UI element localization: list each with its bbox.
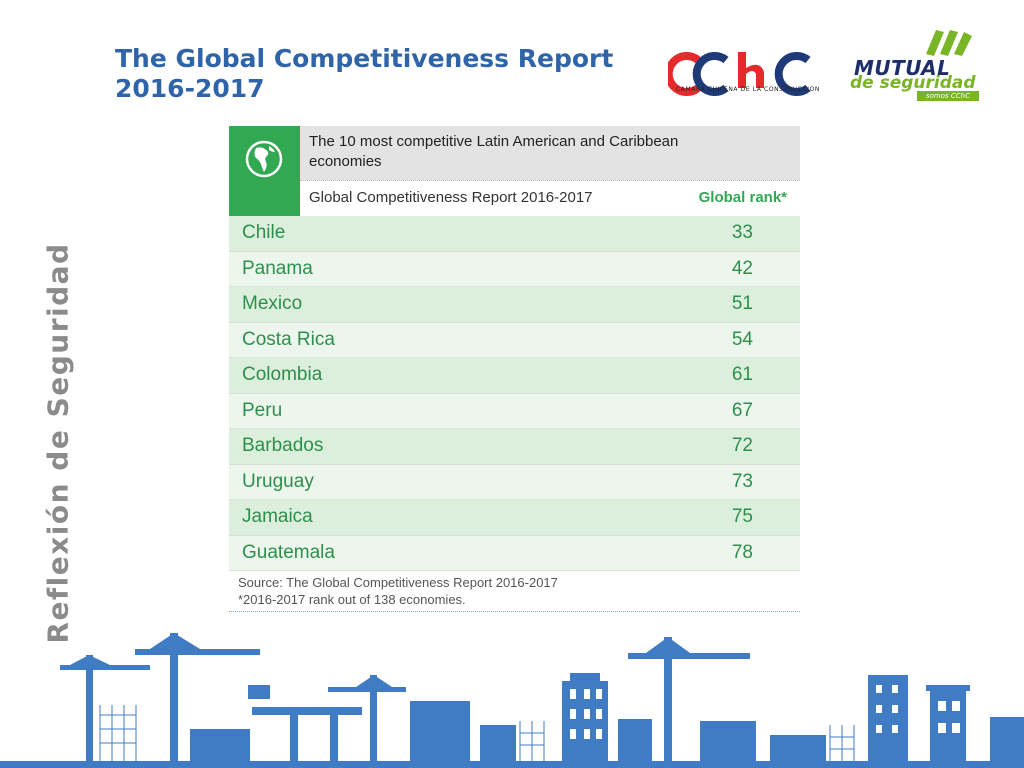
country-name: Mexico xyxy=(242,293,303,314)
global-rank: 33 xyxy=(731,222,753,243)
country-name: Panama xyxy=(242,257,313,279)
mutual-logo-mark xyxy=(926,30,972,56)
icon-box xyxy=(229,126,300,216)
table-row: Uruguay 73 xyxy=(229,464,800,500)
global-rank: 73 xyxy=(731,470,753,492)
title-line-2: 2016-2017 xyxy=(115,74,265,103)
table-row: Chile 33 xyxy=(229,216,800,252)
mutual-tag: somos CChC xyxy=(917,91,979,101)
global-rank: 54 xyxy=(731,328,753,350)
country-name: Barbados xyxy=(242,435,324,456)
country-name: Guatemala xyxy=(242,541,335,563)
country-name: Uruguay xyxy=(242,470,314,492)
globe-americas-icon xyxy=(245,140,283,178)
table-subheader: Global Competitiveness Report 2016-2017 … xyxy=(300,180,800,217)
construction-skyline xyxy=(0,633,1024,768)
table-row: Jamaica 75 xyxy=(229,500,800,536)
table-header: The 10 most competitive Latin American a… xyxy=(229,126,800,217)
side-label: Reflexión de Seguridad xyxy=(41,242,75,644)
table-body: Chile 33 Panama 42 Mexico 51 Costa Rica 54 Colom… xyxy=(229,216,800,571)
table-row: Colombia 61 xyxy=(229,358,800,394)
competitiveness-table: The 10 most competitive Latin American a… xyxy=(229,126,800,571)
source-line-2: *2016-2017 rank out of 138 economies. xyxy=(238,592,466,607)
global-rank: 75 xyxy=(731,506,753,527)
table-row: Peru 67 xyxy=(229,393,800,429)
page-title: The Global Competitiveness Report 2016-2… xyxy=(115,44,613,104)
table-row: Guatemala 78 xyxy=(229,535,800,571)
rank-column-header: Global rank* xyxy=(698,189,787,206)
country-name: Peru xyxy=(242,399,283,421)
mutual-sub: de seguridad xyxy=(850,73,976,93)
country-name: Chile xyxy=(242,222,286,243)
country-name: Costa Rica xyxy=(242,328,335,350)
cchc-logo xyxy=(668,52,811,96)
country-name: Colombia xyxy=(242,364,323,385)
cchc-subtitle: CAMARA CHILENA DE LA CONSTRUCCION xyxy=(676,86,821,93)
source-note: Source: The Global Competitiveness Repor… xyxy=(229,574,800,612)
table-row: Costa Rica 54 xyxy=(229,322,800,358)
table-heading: The 10 most competitive Latin American a… xyxy=(309,133,679,170)
country-name: Jamaica xyxy=(242,506,313,527)
source-line-1: Source: The Global Competitiveness Repor… xyxy=(238,575,558,590)
mutual-name: MUTUAL xyxy=(854,56,951,80)
global-rank: 67 xyxy=(731,399,753,421)
title-line-1: The Global Competitiveness Report xyxy=(115,44,614,73)
global-rank: 51 xyxy=(731,293,753,314)
table-subheading: Global Competitiveness Report 2016-2017 xyxy=(309,189,593,206)
table-row: Barbados 72 xyxy=(229,429,800,465)
global-rank: 42 xyxy=(731,257,753,279)
global-rank: 78 xyxy=(731,541,753,563)
table-row: Mexico 51 xyxy=(229,287,800,323)
table-row: Panama 42 xyxy=(229,251,800,287)
global-rank: 61 xyxy=(731,364,753,385)
global-rank: 72 xyxy=(731,435,753,456)
